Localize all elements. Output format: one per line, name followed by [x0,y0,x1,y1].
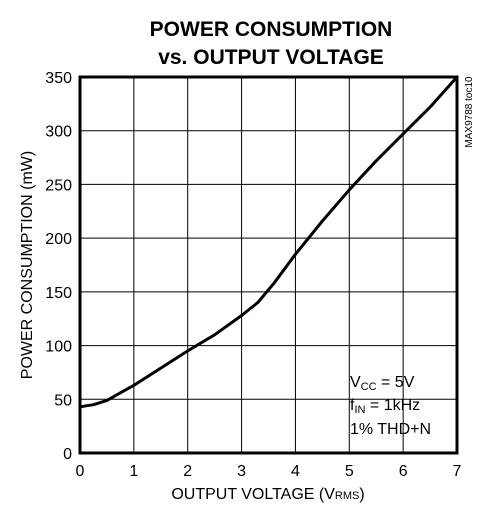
x-tick-label: 1 [129,463,138,480]
y-tick-labels: 0 50 100 150 200 250 300 350 [45,70,72,463]
y-tick-label: 300 [45,124,72,141]
y-tick-label: 50 [54,392,72,409]
x-tick-label: 5 [345,463,354,480]
condition-thd: 1% THD+N [350,421,431,438]
x-axis-label-subscript: RMS [335,490,359,502]
y-tick-label: 350 [45,70,72,87]
y-tick-label: 0 [63,446,72,463]
condition-fin: fIN = 1kHz [350,397,420,416]
x-tick-labels: 0 1 2 3 4 5 6 7 [76,463,462,480]
x-tick-label: 4 [291,463,300,480]
figure-id: MAX9788 toc10 [464,76,475,148]
chart-title: POWER CONSUMPTION [150,18,393,41]
vcc-rest: = 5V [377,374,415,391]
x-tick-label: 7 [453,463,462,480]
y-tick-label: 250 [45,177,72,194]
fin-sub: IN [354,404,365,416]
data-series [79,76,459,409]
fin-main: f [350,397,355,414]
vcc-main: V [350,374,361,391]
y-tick-label: 100 [45,339,72,356]
fin-rest: = 1kHz [365,397,420,414]
x-tick-label: 2 [183,463,192,480]
grid-lines [79,76,458,454]
x-tick-label: 6 [399,463,408,480]
x-axis-label-main: OUTPUT VOLTAGE (V [171,486,335,503]
x-axis-label-close: ) [359,486,364,503]
chart-subtitle: vs. OUTPUT VOLTAGE [158,46,384,69]
y-tick-label: 150 [45,285,72,302]
x-axis-label: OUTPUT VOLTAGE (VRMS) [171,486,364,503]
x-tick-label: 3 [237,463,246,480]
y-axis-label: POWER CONSUMPTION (mW) [19,151,36,379]
y-tick-label: 200 [45,231,72,248]
x-tick-label: 0 [76,463,85,480]
condition-vcc: VCC = 5V [350,374,415,393]
series-line-0 [79,76,459,409]
plot-frame [78,75,459,455]
vcc-sub: CC [361,381,377,393]
